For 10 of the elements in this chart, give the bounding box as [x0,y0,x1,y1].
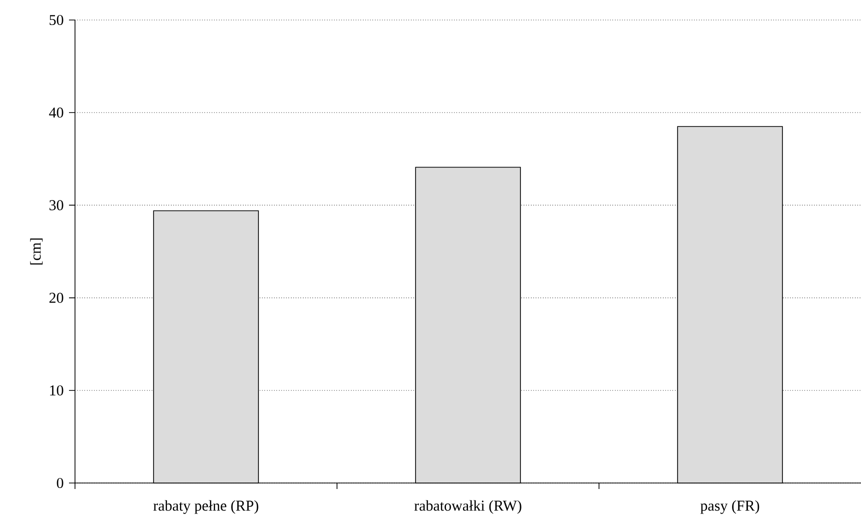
y-tick-label: 20 [49,292,64,303]
y-tick-label: 30 [50,200,64,210]
x-tick-label: rabaty pełne (RP) [153,500,258,514]
y-tick-label: 0 [56,478,64,488]
x-tick-label: pasy (FR) [700,500,760,514]
y-tick-label: 40 [49,108,64,118]
y-axis-title: [cm] [30,238,43,265]
y-tick-label: 50 [50,14,64,26]
x-tick-label: rabatowałki (RW) [414,500,522,514]
y-tick-label: 10 [50,385,64,396]
